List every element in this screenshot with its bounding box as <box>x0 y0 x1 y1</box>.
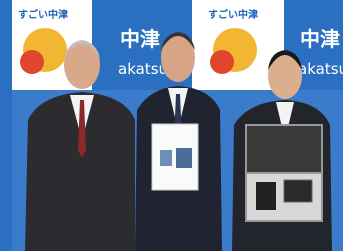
photo: すごい中津 中津 akatsu すごい中津 中津 akatsu <box>0 0 343 251</box>
document-image <box>160 150 172 166</box>
device <box>284 180 312 202</box>
logo-text: すごい中津 <box>18 8 68 21</box>
backdrop-panel <box>0 0 12 251</box>
document-image <box>176 148 192 168</box>
city-name-en: akatsu <box>298 60 343 78</box>
city-name-jp: 中津 <box>300 27 340 51</box>
device <box>256 182 276 210</box>
case-lid <box>246 125 322 173</box>
city-name-jp: 中津 <box>120 27 160 51</box>
logo-mark <box>210 50 234 74</box>
logo-mark <box>20 50 44 74</box>
city-name-en: akatsu <box>118 60 168 78</box>
logo-text: すごい中津 <box>208 8 258 21</box>
